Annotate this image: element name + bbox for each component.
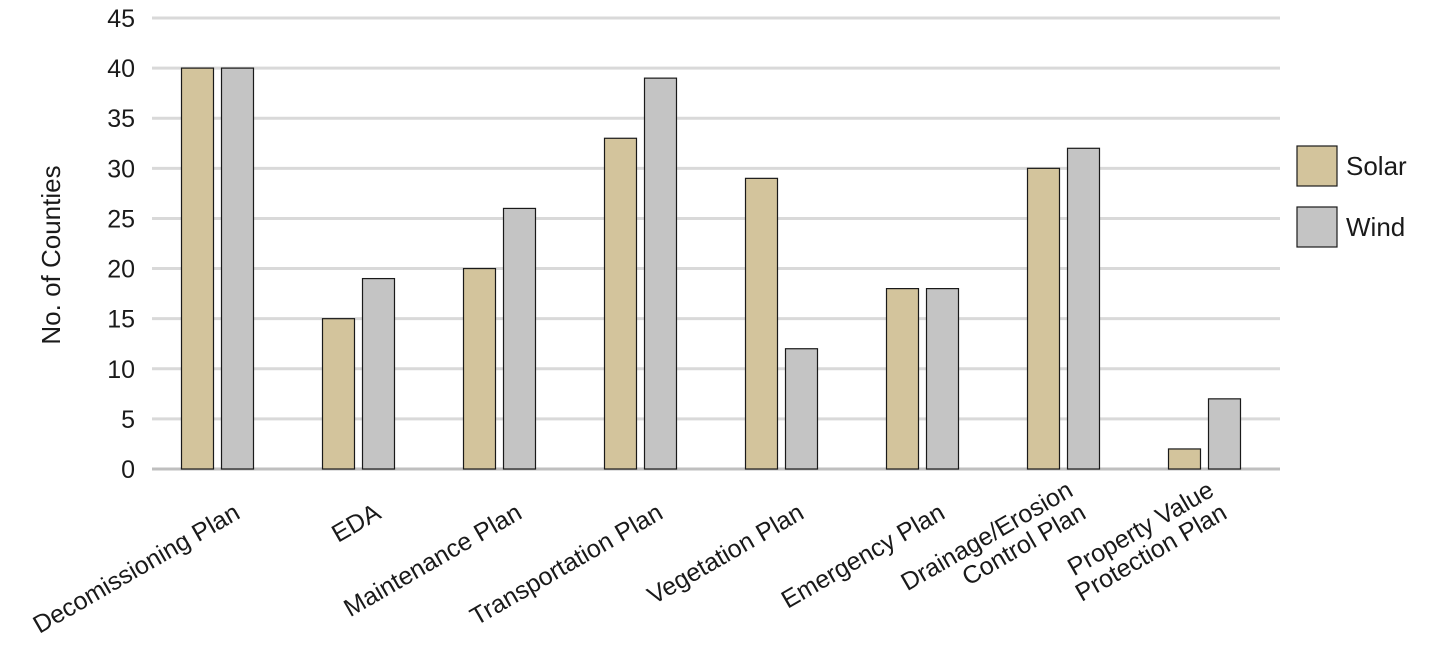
y-tick-label: 35 (107, 105, 135, 133)
bar-wind-7 (1207, 398, 1242, 470)
y-axis-ticks: 0 5 10 15 20 25 30 35 40 45 (107, 5, 135, 484)
gridlines (152, 16, 1280, 471)
y-tick-label: 0 (121, 456, 135, 484)
y-tick-label: 15 (107, 306, 135, 334)
bar-solar-7 (1167, 448, 1202, 470)
legend-label-wind: Wind (1346, 212, 1405, 242)
x-category-label: Drainage/ErosionControl Plan (896, 476, 1090, 619)
legend-swatch-wind (1296, 206, 1338, 248)
bar-wind-0 (220, 67, 255, 470)
y-tick-label: 40 (107, 55, 135, 83)
x-category-label-line: EDA (327, 498, 386, 548)
bar-wind-1 (361, 277, 396, 470)
legend-swatch-solar (1296, 145, 1338, 187)
bar-solar-6 (1026, 167, 1061, 470)
bar-solar-0 (180, 67, 215, 470)
x-category-label-line: Decomissioning Plan (28, 498, 244, 639)
bar-wind-4 (784, 348, 819, 470)
bar-wind-6 (1066, 147, 1101, 470)
x-category-label: Property ValueProtection Plan (1058, 476, 1232, 608)
bar-solar-1 (321, 318, 356, 470)
x-category-label: EDA (327, 498, 386, 548)
y-tick-label: 25 (107, 205, 135, 233)
bar-solar-5 (885, 288, 920, 470)
bar-solar-4 (744, 177, 779, 470)
y-tick-label: 5 (121, 406, 135, 434)
bar-wind-5 (925, 288, 960, 470)
legend: Solar Wind (1296, 145, 1407, 248)
y-tick-label: 30 (107, 155, 135, 183)
y-tick-label: 45 (107, 5, 135, 33)
bar-solar-3 (603, 137, 638, 470)
legend-label-solar: Solar (1346, 151, 1407, 181)
bar-wind-2 (502, 207, 537, 470)
bar-wind-3 (643, 77, 678, 470)
y-axis-title: No. of Counties (36, 165, 66, 344)
y-tick-label: 20 (107, 256, 135, 284)
y-tick-label: 10 (107, 356, 135, 384)
bars (180, 67, 1242, 470)
bar-solar-2 (462, 267, 497, 470)
x-category-label: Decomissioning Plan (28, 498, 244, 639)
